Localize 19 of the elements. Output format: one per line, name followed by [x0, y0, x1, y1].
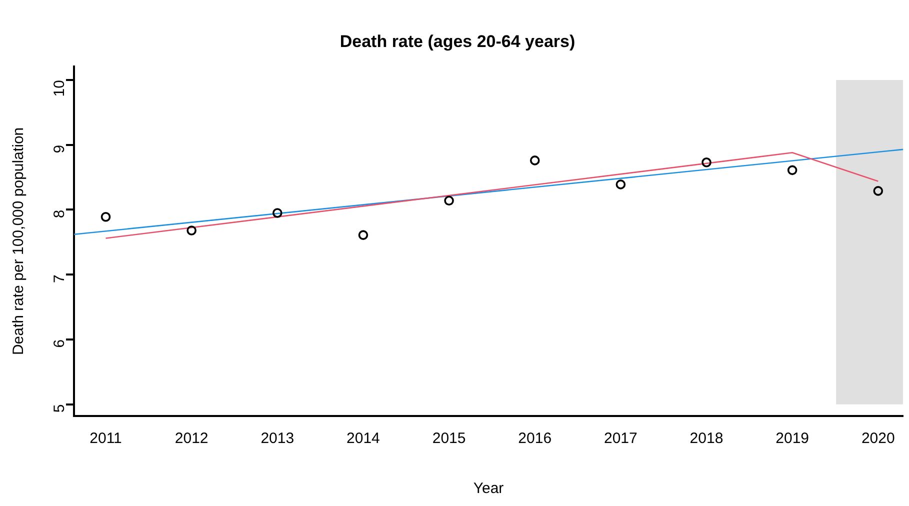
y-axis-title: Death rate per 100,000 population: [10, 127, 28, 356]
x-tick-label: 2013: [260, 430, 294, 448]
chart-title: Death rate (ages 20-64 years): [340, 32, 576, 51]
x-tick-label: 2019: [776, 430, 810, 448]
x-tick-label: 2012: [174, 430, 208, 448]
x-tick-label: 2016: [518, 430, 552, 448]
y-tick-label: 6: [51, 339, 68, 348]
x-axis-title: Year: [473, 480, 504, 498]
y-tick-label: 10: [51, 80, 68, 97]
x-tick-label: 2018: [690, 430, 724, 448]
x-tick-label: 2011: [90, 430, 122, 448]
x-tick-label: 2015: [432, 430, 466, 448]
x-tick-label: 2017: [604, 430, 638, 448]
y-tick-label: 5: [51, 404, 68, 413]
y-tick-label: 7: [51, 274, 68, 283]
y-tick-label: 9: [51, 144, 68, 154]
y-tick-label: 8: [51, 210, 68, 218]
x-tick-label: 2020: [861, 430, 895, 448]
x-tick-label: 2014: [346, 430, 380, 448]
